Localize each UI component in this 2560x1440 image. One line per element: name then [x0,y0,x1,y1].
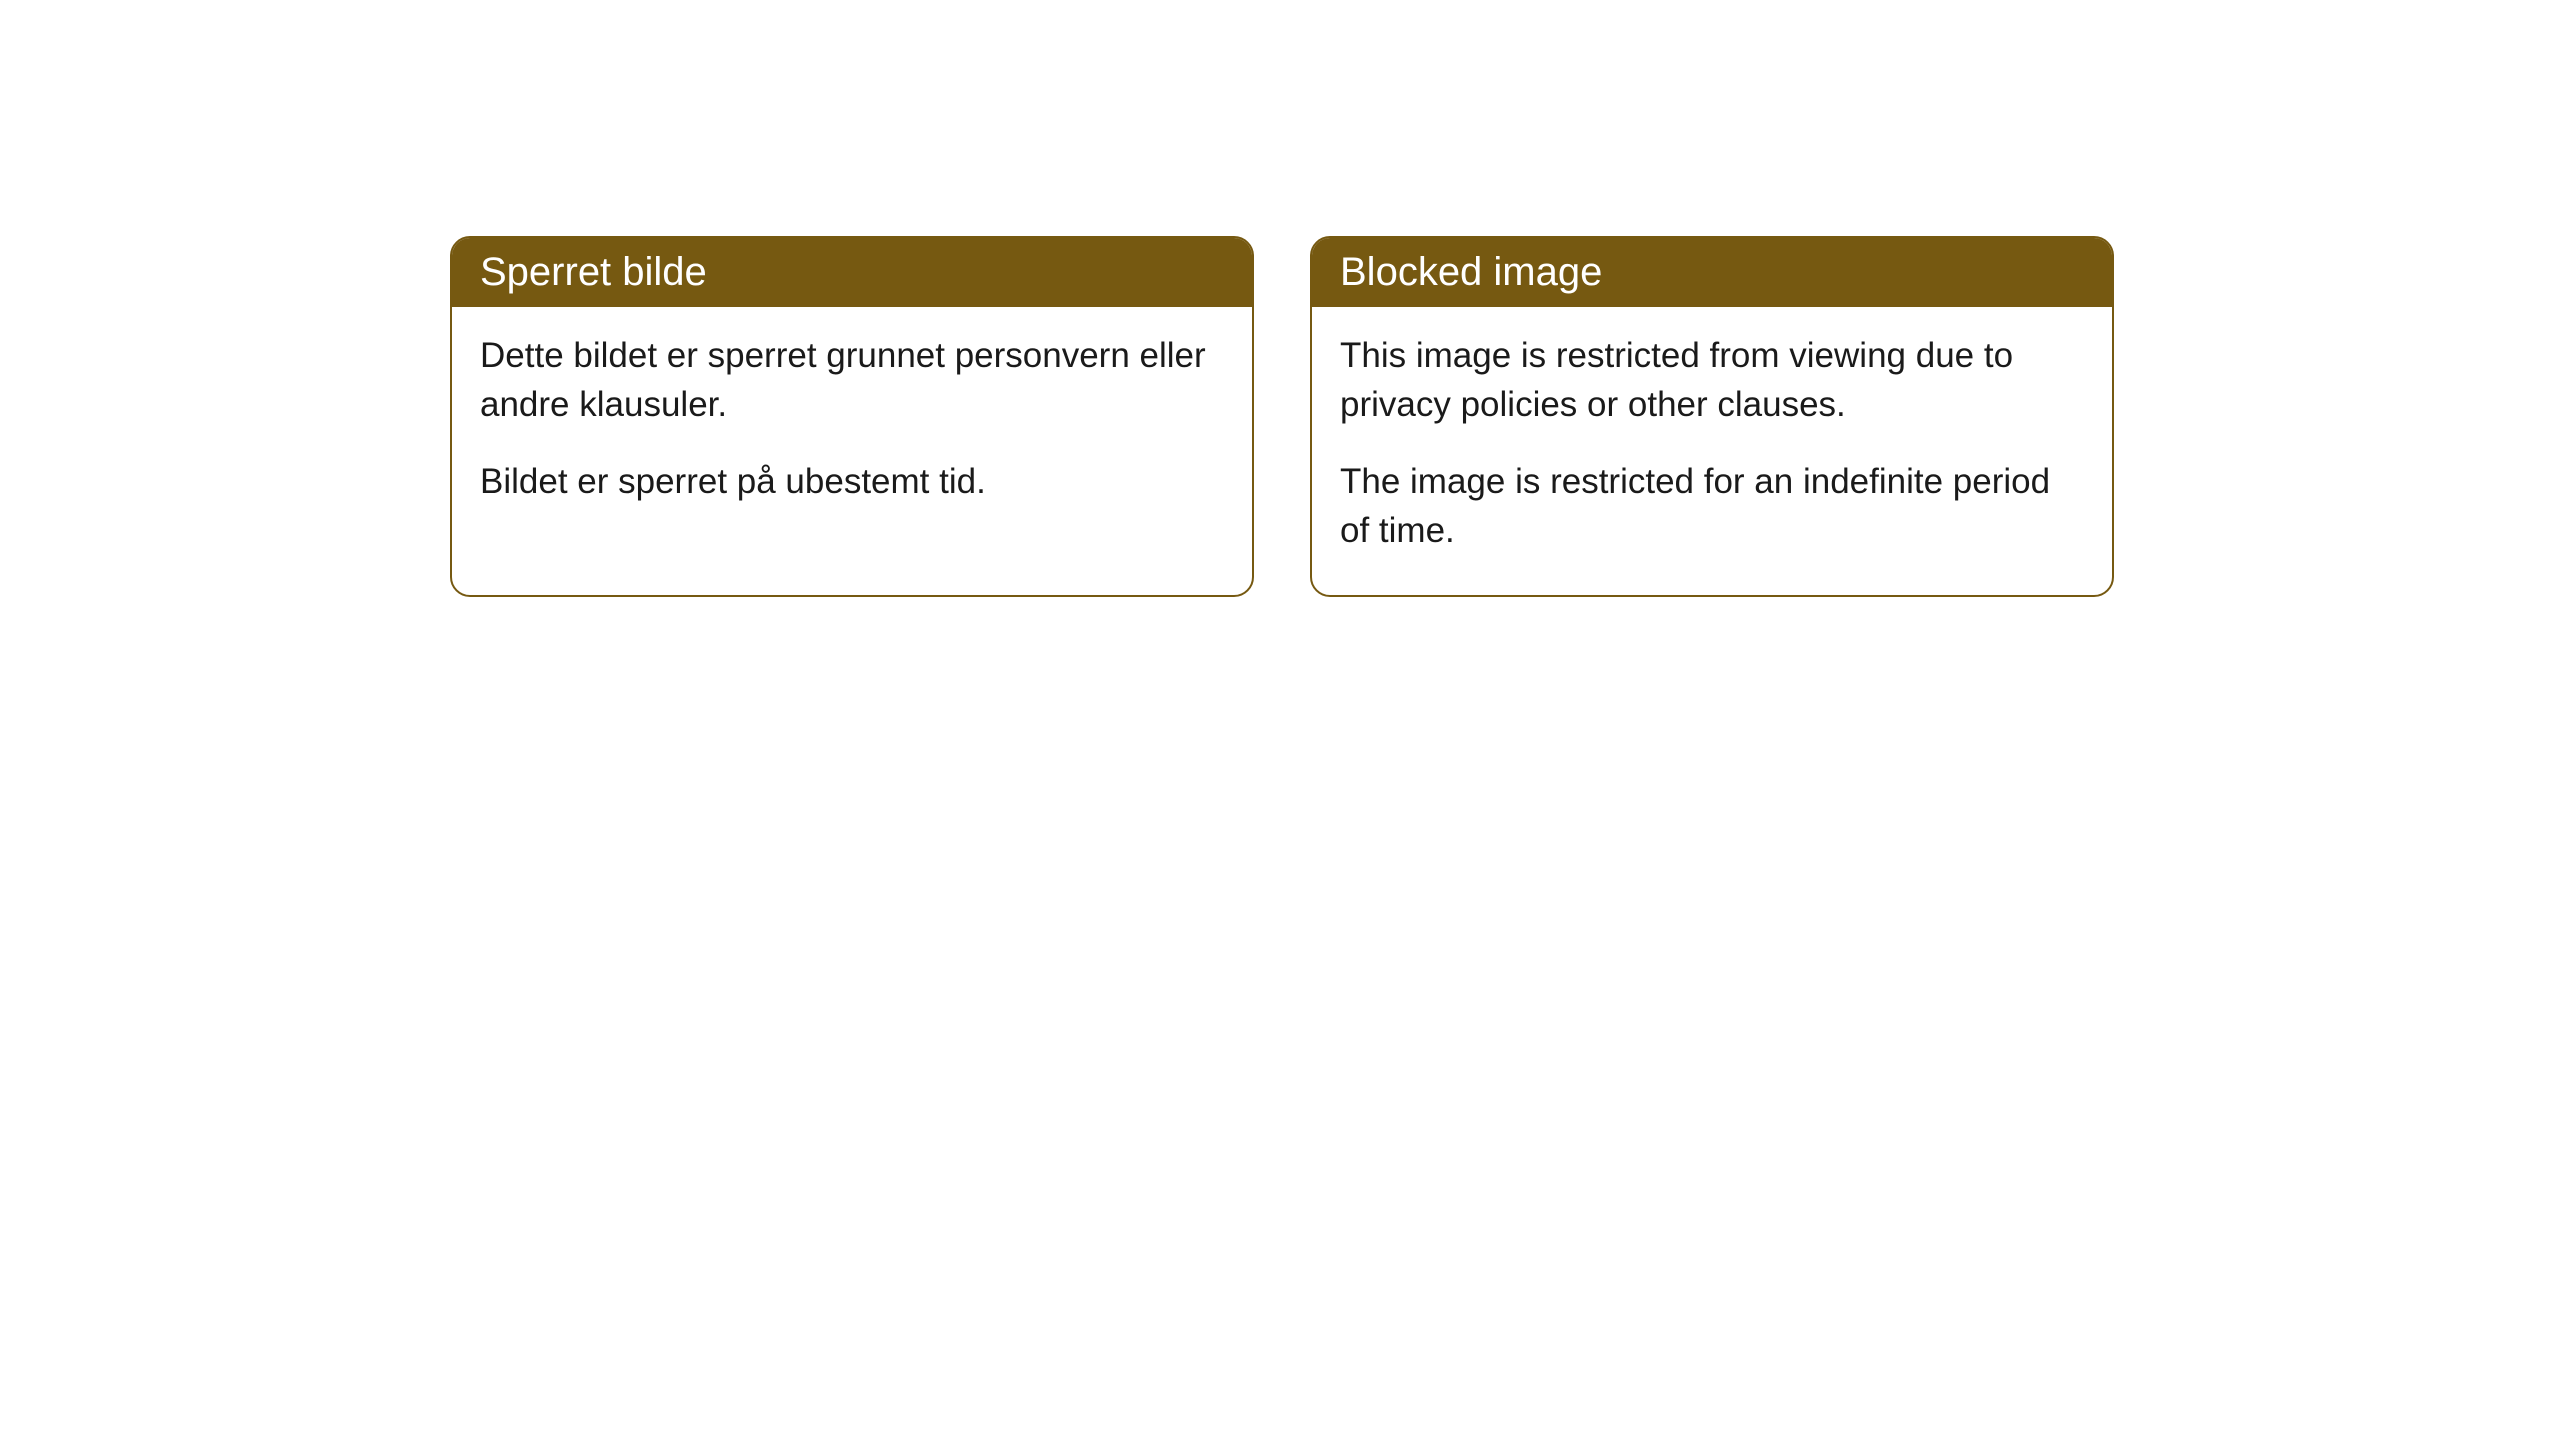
card-paragraph: Bildet er sperret på ubestemt tid. [480,457,1224,506]
card-body-english: This image is restricted from viewing du… [1312,307,2112,595]
card-header-norwegian: Sperret bilde [452,238,1252,307]
card-paragraph: The image is restricted for an indefinit… [1340,457,2084,555]
card-english: Blocked image This image is restricted f… [1310,236,2114,597]
card-paragraph: Dette bildet er sperret grunnet personve… [480,331,1224,429]
cards-container: Sperret bilde Dette bildet er sperret gr… [450,236,2114,597]
card-body-norwegian: Dette bildet er sperret grunnet personve… [452,307,1252,546]
card-paragraph: This image is restricted from viewing du… [1340,331,2084,429]
card-header-english: Blocked image [1312,238,2112,307]
card-norwegian: Sperret bilde Dette bildet er sperret gr… [450,236,1254,597]
